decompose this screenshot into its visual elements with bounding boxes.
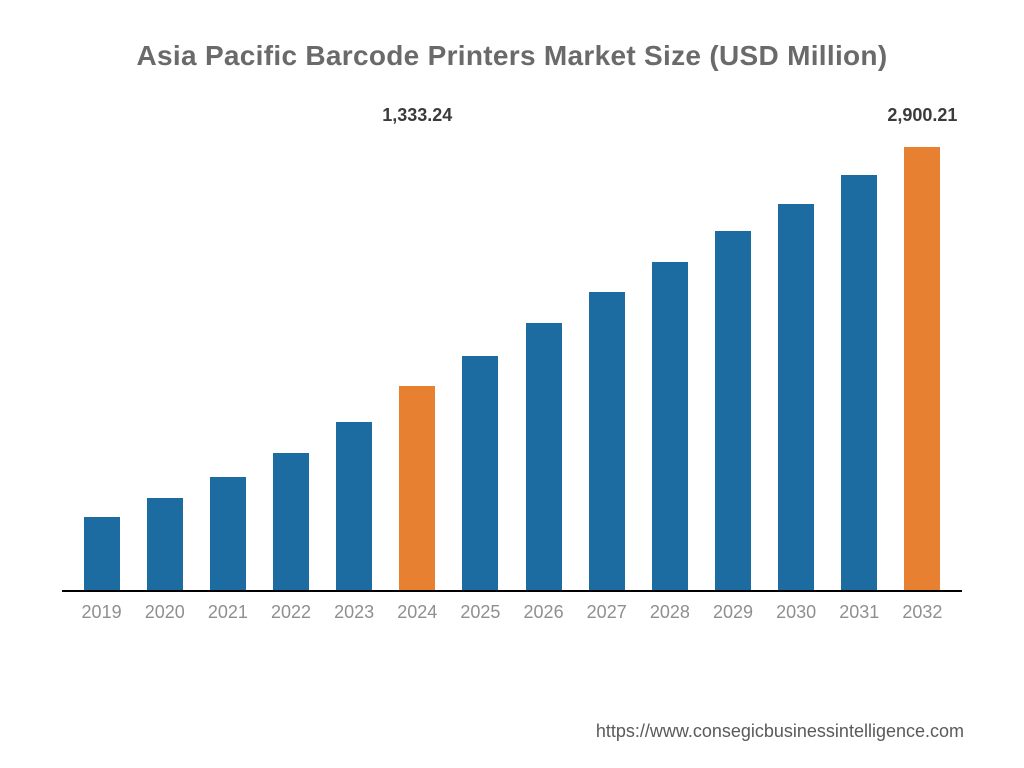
bar-slot bbox=[323, 132, 386, 590]
bar bbox=[841, 175, 877, 590]
bar-slot bbox=[133, 132, 196, 590]
bar bbox=[147, 498, 183, 590]
bar-slot: 2,900.21 bbox=[891, 132, 954, 590]
bar bbox=[715, 231, 751, 590]
bar bbox=[589, 292, 625, 590]
bar-slot bbox=[765, 132, 828, 590]
bar-slot bbox=[449, 132, 512, 590]
bar-slot bbox=[196, 132, 259, 590]
x-tick-label: 2027 bbox=[575, 592, 638, 632]
bar-slot bbox=[259, 132, 322, 590]
x-tick-label: 2022 bbox=[259, 592, 322, 632]
x-tick-label: 2023 bbox=[323, 592, 386, 632]
bar bbox=[904, 147, 940, 590]
bar-value-label: 1,333.24 bbox=[382, 105, 452, 126]
x-axis: 2019202020212022202320242025202620272028… bbox=[62, 592, 962, 632]
bar-slot bbox=[701, 132, 764, 590]
bar bbox=[84, 517, 120, 590]
x-tick-label: 2025 bbox=[449, 592, 512, 632]
bar-slot bbox=[70, 132, 133, 590]
x-tick-label: 2030 bbox=[765, 592, 828, 632]
bar bbox=[273, 453, 309, 590]
bar bbox=[210, 477, 246, 590]
x-tick-label: 2026 bbox=[512, 592, 575, 632]
chart-container: Asia Pacific Barcode Printers Market Siz… bbox=[0, 0, 1024, 768]
bar bbox=[526, 323, 562, 590]
x-tick-label: 2021 bbox=[196, 592, 259, 632]
x-tick-label: 2029 bbox=[701, 592, 764, 632]
bar bbox=[462, 356, 498, 590]
x-tick-label: 2031 bbox=[828, 592, 891, 632]
x-tick-label: 2019 bbox=[70, 592, 133, 632]
bar-slot bbox=[638, 132, 701, 590]
plot-region: 1,333.24 2,900.21 bbox=[62, 132, 962, 592]
x-tick-label: 2032 bbox=[891, 592, 954, 632]
bar bbox=[336, 422, 372, 590]
x-tick-label: 2024 bbox=[386, 592, 449, 632]
bar bbox=[652, 262, 688, 590]
bar bbox=[778, 204, 814, 590]
chart-area: 1,333.242,900.21 20192020202120222023202… bbox=[62, 112, 962, 632]
x-tick-label: 2028 bbox=[638, 592, 701, 632]
bars-group: 1,333.24 2,900.21 bbox=[62, 132, 962, 590]
chart-title: Asia Pacific Barcode Printers Market Siz… bbox=[40, 40, 984, 72]
bar-slot bbox=[575, 132, 638, 590]
bar-slot bbox=[828, 132, 891, 590]
source-url: https://www.consegicbusinessintelligence… bbox=[596, 721, 964, 742]
bar-value-label: 2,900.21 bbox=[887, 105, 957, 126]
bar-slot bbox=[512, 132, 575, 590]
bar bbox=[399, 386, 435, 590]
x-tick-label: 2020 bbox=[133, 592, 196, 632]
bar-slot: 1,333.24 bbox=[386, 132, 449, 590]
